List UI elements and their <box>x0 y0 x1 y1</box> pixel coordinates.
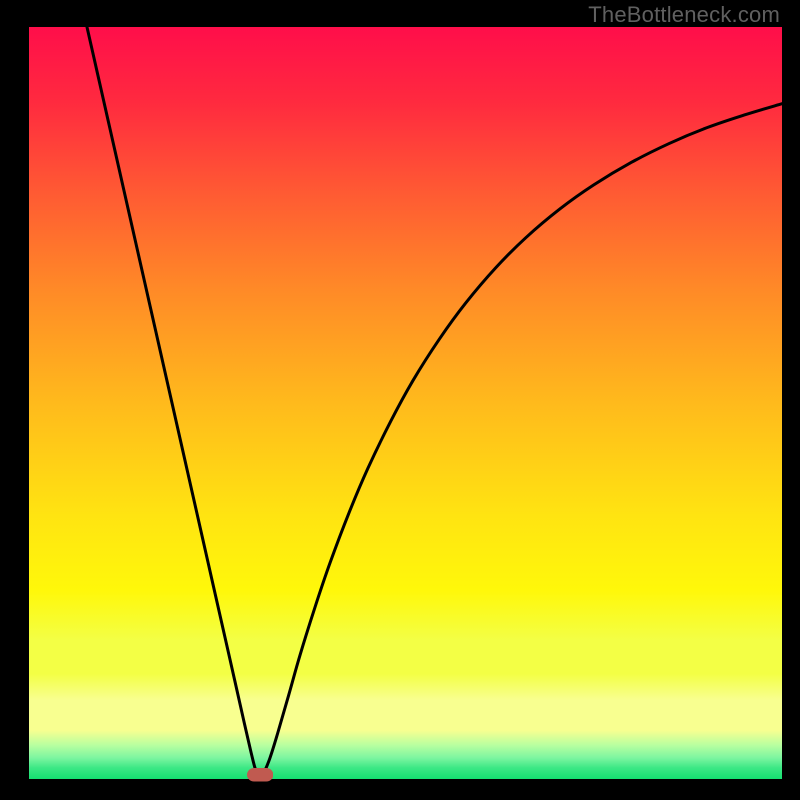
optimal-point-marker <box>247 768 273 782</box>
gradient-background <box>29 27 782 779</box>
chart-container: TheBottleneck.com <box>0 0 800 800</box>
watermark-text: TheBottleneck.com <box>588 2 780 28</box>
plot-frame <box>29 27 782 779</box>
